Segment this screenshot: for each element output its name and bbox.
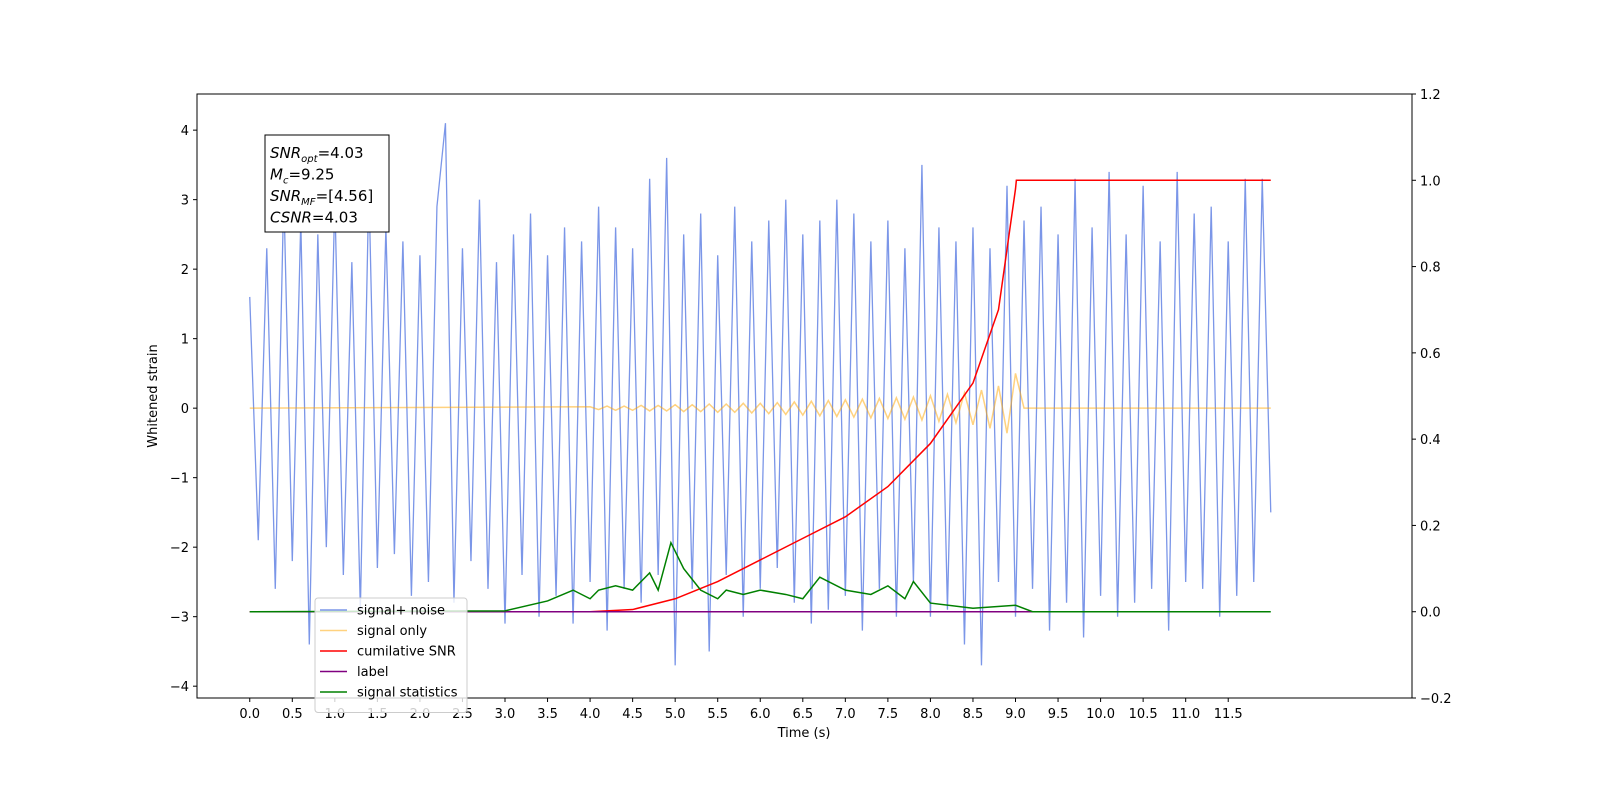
x-tick-label: 6.5 (792, 707, 813, 722)
legend-box (314, 597, 468, 713)
legend-label: cumilative SNR (357, 645, 456, 660)
annotation-name: SNR (270, 144, 301, 162)
annotation-sub: opt (301, 154, 318, 165)
x-tick-label: 4.5 (622, 707, 643, 722)
x-tick-label: 7.5 (878, 707, 899, 722)
x-tick-label: 11.0 (1171, 707, 1200, 722)
y-tick-label: −4 (170, 680, 189, 695)
annotation-line: SNRMF=[4.56] (270, 187, 373, 208)
annotation-line: SNRopt=4.03 (270, 144, 364, 165)
annotation-value: =4.03 (318, 144, 364, 162)
y-axis-label: Whitened strain (146, 344, 161, 447)
series-line (249, 373, 1271, 434)
series-line (249, 123, 1272, 666)
annotation-value: =4.03 (312, 209, 358, 227)
y2-tick-label: 1.2 (1420, 88, 1441, 103)
x-tick-label: 3.5 (537, 707, 558, 722)
x-tick-label: 3.0 (495, 707, 516, 722)
plot-frame (196, 93, 1413, 699)
x-tick-label: 0.5 (282, 707, 303, 722)
x-tick-label: 4.0 (580, 707, 601, 722)
y2-tick-label: −0.2 (1420, 692, 1452, 707)
x-tick-label: 9.0 (1005, 707, 1026, 722)
legend-label: signal+ noise (357, 604, 445, 619)
y2-tick-label: 1.0 (1420, 174, 1441, 189)
y-tick-label: −2 (170, 541, 189, 556)
x-tick-label: 9.5 (1048, 707, 1069, 722)
x-tick-label: 11.5 (1214, 707, 1243, 722)
annotation-name: CSNR (270, 209, 312, 227)
legend-label: label (357, 665, 388, 680)
plot-area (249, 123, 1272, 666)
x-tick-label: 6.0 (750, 707, 771, 722)
annotation-box (264, 134, 390, 233)
y-tick-label: 4 (181, 124, 189, 139)
x-tick-label: 0.0 (239, 707, 260, 722)
x-tick-label: 7.0 (835, 707, 856, 722)
x-tick-label: 8.0 (920, 707, 941, 722)
y2-tick-label: 0.6 (1420, 347, 1441, 362)
y-tick-label: 2 (181, 263, 189, 278)
x-tick-label: 10.5 (1129, 707, 1158, 722)
y2-tick-label: 0.8 (1420, 261, 1441, 276)
y2-tick-label: 0.4 (1420, 433, 1441, 448)
y-tick-label: 1 (181, 333, 189, 348)
x-tick-label: 8.5 (963, 707, 984, 722)
series-line (249, 179, 1271, 613)
annotation-name: SNR (270, 187, 301, 205)
x-tick-label: 5.5 (707, 707, 728, 722)
y2-tick-label: 0.0 (1420, 606, 1441, 621)
legend-label: signal only (357, 624, 427, 639)
annotation-sub: c (283, 176, 289, 187)
y-tick-label: −3 (170, 611, 189, 626)
legend-label: signal statistics (357, 686, 458, 701)
annotation-line: Mc=9.25 (270, 166, 334, 187)
annotation-value: =[4.56] (316, 187, 374, 205)
annotation-name: M (270, 166, 283, 184)
y-tick-label: 3 (181, 194, 189, 209)
x-tick-label: 5.0 (665, 707, 686, 722)
annotation-sub: MF (301, 197, 316, 208)
y-tick-label: 0 (181, 402, 189, 417)
x-tick-label: 10.0 (1086, 707, 1115, 722)
series-line (249, 540, 1271, 613)
annotation-value: =9.25 (288, 166, 334, 184)
y2-tick-label: 0.2 (1420, 519, 1441, 534)
x-axis-label: Time (s) (777, 726, 831, 741)
y-tick-label: −1 (170, 472, 189, 487)
annotation-line: CSNR=4.03 (270, 209, 358, 227)
